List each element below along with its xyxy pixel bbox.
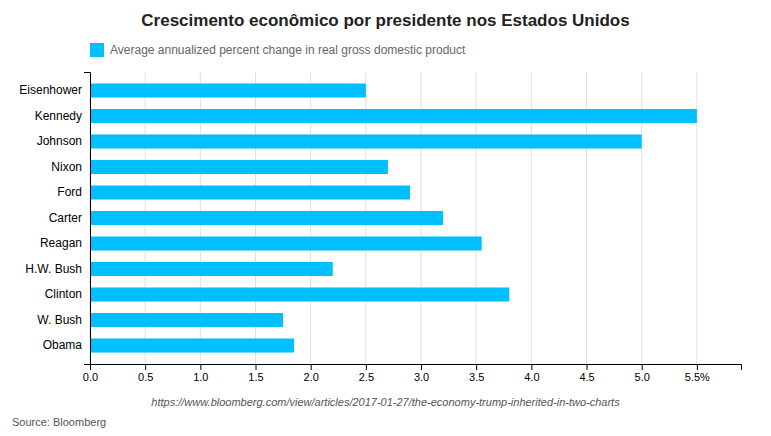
x-tick-mark (587, 364, 588, 370)
source-text: Source: Bloomberg (12, 416, 106, 428)
x-tick-label: 0.0 (83, 371, 98, 383)
x-tick-label: 3.0 (414, 371, 429, 383)
y-tick: Clinton (45, 287, 82, 301)
x-tick-label: 0.5 (138, 371, 153, 383)
x-tick-label: 5.0 (635, 371, 650, 383)
x-tick-mark (256, 364, 257, 370)
y-tick-label: W. Bush (37, 313, 82, 327)
y-tick: Carter (49, 211, 82, 225)
y-tick: Johnson (37, 134, 82, 148)
x-tick: 2.5 (359, 364, 374, 383)
y-tick-label: Nixon (51, 160, 82, 174)
x-tick-mark (421, 364, 422, 370)
y-tick-label: Carter (49, 211, 82, 225)
chart-svg: Crescimento econômico por presidente nos… (0, 0, 771, 436)
bar (90, 185, 410, 199)
x-tick-mark (531, 364, 532, 370)
bar (90, 338, 294, 352)
y-tick: Eisenhower (19, 83, 82, 97)
x-tick: 4.0 (524, 364, 539, 383)
y-tick-label: H.W. Bush (25, 262, 82, 276)
x-tick-mark (366, 364, 367, 370)
x-tick-label: 4.0 (524, 371, 539, 383)
x-tick-mark (145, 364, 146, 370)
x-tick: 3.0 (414, 364, 429, 383)
x-tick-label: 2.5 (359, 371, 374, 383)
x-tick-label: 4.5 (579, 371, 594, 383)
title: Crescimento econômico por presidente nos… (141, 11, 629, 30)
y-tick: Reagan (40, 236, 82, 250)
x-tick-mark (697, 364, 698, 370)
y-axis-line (84, 73, 91, 365)
x-tick-mark (642, 364, 643, 370)
legend: Average annualized percent change in rea… (90, 43, 466, 57)
x-tick-label: 1.5 (248, 371, 263, 383)
x-tick: 2.0 (304, 364, 319, 383)
bar (90, 134, 642, 148)
x-tick-label: 1.0 (193, 371, 208, 383)
x-tick-label: 5.5% (685, 371, 710, 383)
x-tick: 5.5% (685, 364, 710, 383)
bar (90, 83, 366, 97)
legend-label: Average annualized percent change in rea… (110, 43, 466, 57)
bar (90, 262, 333, 276)
x-tick-label: 3.5 (469, 371, 484, 383)
grid (90, 72, 697, 364)
x-tick: 0.5 (138, 364, 153, 383)
y-tick: Nixon (51, 160, 82, 174)
x-tick-mark (200, 364, 201, 370)
x-tick: 0.0 (83, 364, 98, 383)
x-tick: 3.5 (469, 364, 484, 383)
x-axis-line (91, 365, 742, 371)
y-axis: Eisenhower Kennedy Johnson Nixon Ford Carter R… (19, 73, 90, 365)
y-tick-label: Clinton (45, 287, 82, 301)
bar (90, 236, 482, 250)
bar (90, 287, 509, 301)
x-tick-mark (476, 364, 477, 370)
bar (90, 211, 443, 225)
bar (90, 109, 697, 123)
plot: 0.0 0.5 1.0 1.5 2.0 2.5 3.0 3.5 4.0 4.5 5.0 5.5% Eis… (19, 72, 741, 383)
y-tick-label: Reagan (40, 236, 82, 250)
x-tick: 5.0 (635, 364, 650, 383)
y-tick-label: Ford (57, 185, 82, 199)
y-tick-label: Obama (43, 338, 83, 352)
bar (90, 160, 388, 174)
legend-swatch (90, 43, 104, 57)
y-tick: Ford (57, 185, 82, 199)
x-tick-label: 2.0 (304, 371, 319, 383)
y-tick: Kennedy (35, 109, 82, 123)
x-tick: 1.5 (248, 364, 263, 383)
url-text: https://www.bloomberg.com/view/articles/… (151, 396, 620, 408)
bar (90, 313, 283, 327)
x-tick-mark (311, 364, 312, 370)
x-tick: 4.5 (579, 364, 594, 383)
y-tick: H.W. Bush (25, 262, 82, 276)
x-axis: 0.0 0.5 1.0 1.5 2.0 2.5 3.0 3.5 4.0 4.5 5.0 5.5% (83, 364, 742, 383)
y-tick-label: Eisenhower (19, 83, 82, 97)
y-tick-label: Kennedy (35, 109, 82, 123)
y-tick: W. Bush (37, 313, 82, 327)
y-tick-label: Johnson (37, 134, 82, 148)
bars (90, 83, 697, 352)
x-tick: 1.0 (193, 364, 208, 383)
y-tick: Obama (43, 338, 83, 352)
